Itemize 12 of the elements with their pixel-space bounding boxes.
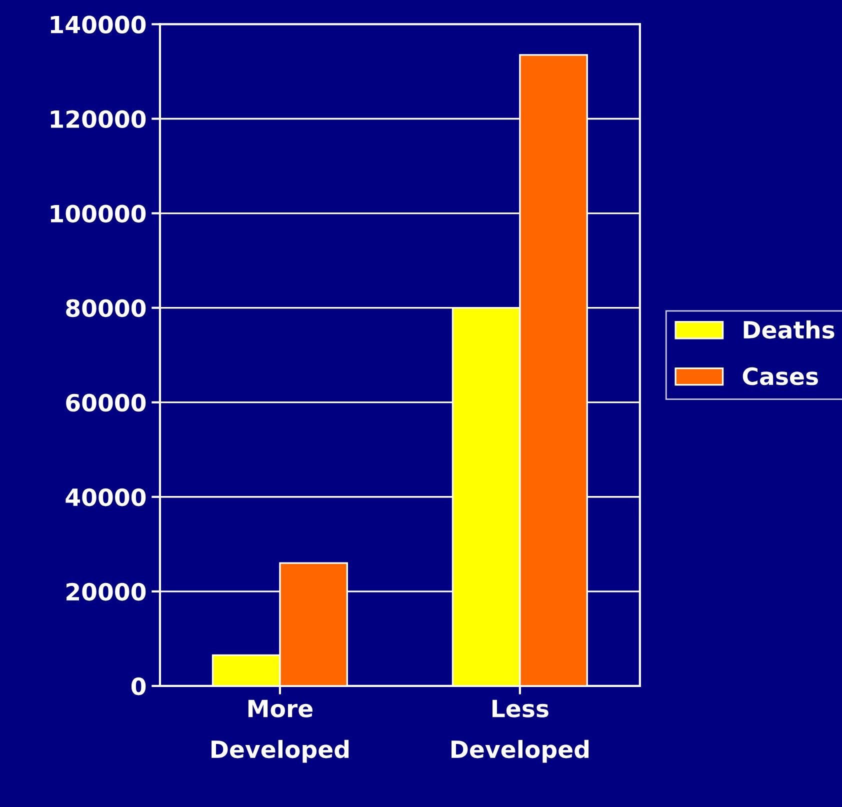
x-tick-label: More Developed (212, 700, 349, 763)
y-tick-label: 60000 (66, 394, 146, 412)
y-tick-label: 20000 (66, 582, 146, 601)
legend-label: Deaths (744, 320, 834, 339)
y-tick-label: 140000 (50, 16, 146, 34)
y-tick-label: 40000 (66, 488, 146, 506)
x-tick-label: Less Developed (452, 700, 589, 763)
y-tick-label: 120000 (50, 110, 146, 128)
y-tick-label: 0 (131, 677, 146, 696)
legend-label: Cases (742, 367, 818, 386)
y-tick-label: 80000 (66, 299, 146, 318)
y-tick-label: 100000 (50, 204, 146, 223)
